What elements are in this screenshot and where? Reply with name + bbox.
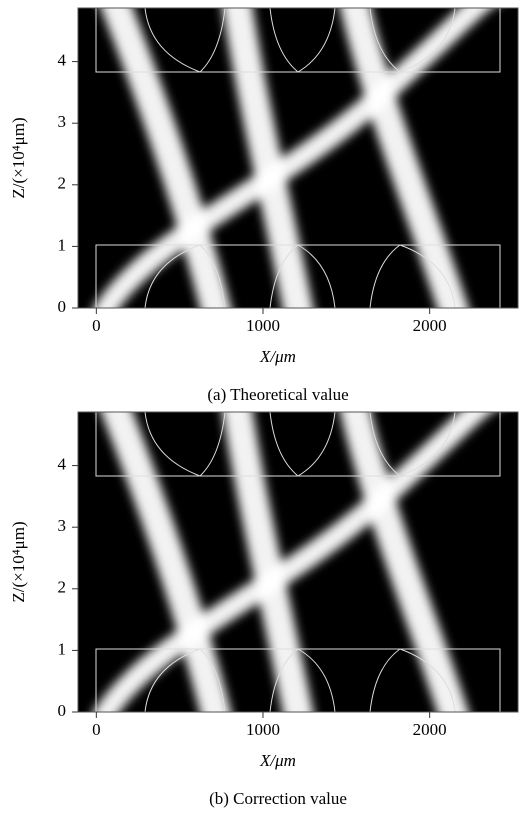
x-tick-label: 0 (92, 720, 101, 739)
y-tick-label: 1 (58, 235, 67, 254)
beam (222, 8, 314, 308)
beam (100, 8, 231, 308)
x-tick-label: 2000 (413, 720, 447, 739)
lens (269, 648, 336, 712)
lens (144, 412, 226, 477)
panel: 0 1000 2000 0 1 2 3 4 X/μm Z/(×10⁴μm) (b) Correcti… (9, 411, 519, 808)
y-tick-label: 1 (58, 639, 67, 658)
beam (100, 412, 231, 712)
beams (93, 8, 493, 308)
lens (269, 244, 336, 308)
lens (369, 412, 456, 477)
plot-frame (77, 411, 519, 713)
y-tick-label: 0 (58, 701, 67, 720)
lens-outlines (95, 412, 501, 712)
lens (369, 244, 456, 308)
lens (369, 8, 456, 73)
caption: (a) Theoretical value (207, 385, 348, 404)
lens-outlines (95, 8, 501, 308)
beam (222, 412, 314, 712)
y-tick-label: 0 (58, 297, 67, 316)
x-axis-label: X/μm (259, 751, 296, 770)
x-tick-label: 2000 (413, 316, 447, 335)
lens (269, 412, 336, 477)
y-tick-label: 4 (58, 50, 67, 69)
caption: (b) Correction value (209, 789, 347, 808)
x-tick-label: 1000 (246, 316, 280, 335)
beam (339, 8, 469, 308)
beam-image (93, 8, 501, 308)
panel: 0 1000 2000 0 1 2 3 4 X/μm Z/(×10⁴μm) (a) Theoreti… (9, 7, 519, 404)
y-tick-label: 4 (58, 454, 67, 473)
lens (144, 8, 226, 73)
x-axis-label: X/μm (259, 347, 296, 366)
lens (369, 648, 456, 712)
beam (93, 412, 493, 712)
lens (144, 244, 226, 308)
x-tick-label: 1000 (246, 720, 280, 739)
x-tick-label: 0 (92, 316, 101, 335)
beam-image (93, 412, 501, 712)
beam (339, 412, 469, 712)
y-tick-label: 2 (58, 578, 67, 597)
y-tick-label: 3 (58, 112, 67, 131)
lens (269, 8, 336, 73)
y-axis-label: Z/(×10⁴μm) (9, 117, 28, 198)
plot-frame (77, 7, 519, 309)
y-tick-label: 2 (58, 174, 67, 193)
lens (144, 648, 226, 712)
y-axis-label: Z/(×10⁴μm) (9, 521, 28, 602)
beam (93, 8, 493, 308)
beams (93, 412, 493, 712)
y-tick-label: 3 (58, 516, 67, 535)
